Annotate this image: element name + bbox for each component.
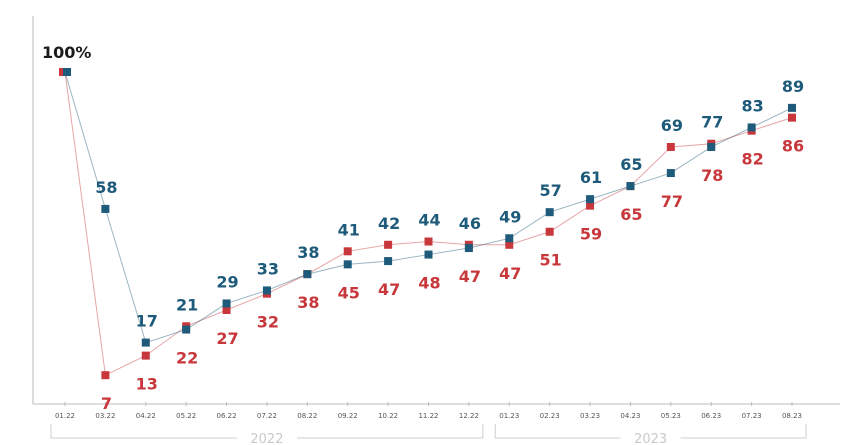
data-point-1-06.22 [222,305,231,314]
label-series0-05.23: 69 [661,116,683,135]
data-point-1-03.22 [101,371,110,380]
data-point-0-01.23 [505,234,514,243]
label-series1-07.23: 82 [741,150,763,169]
year-bracket-left [494,424,621,439]
data-point-1-10.22 [384,240,393,249]
year-bracket-left [50,424,237,439]
start-label: 100% [42,43,91,62]
data-point-0-03.23 [586,195,595,204]
data-point-1-05.23 [666,142,675,151]
data-point-1-02.23 [545,227,554,236]
data-point-0-05.22 [182,325,191,334]
axes [32,16,840,406]
label-series1-10.22: 47 [378,280,400,299]
label-series1-08.23: 86 [782,137,804,156]
year-brackets: 2022 2023 [50,424,807,445]
label-series0-02.23: 57 [540,181,562,200]
label-series1-09.22: 45 [338,283,360,302]
data-point-1-04.22 [141,351,150,360]
x-tick-label-02.23: 02.23 [540,412,560,420]
data-point-0-03.22 [101,204,110,213]
x-tick-label-11.22: 11.22 [418,412,438,420]
data-point-1-03.23 [586,201,595,210]
label-series1-05.22: 22 [176,349,198,368]
label-series0-03.23: 61 [580,168,602,187]
x-tick-label-12.22: 12.22 [459,412,479,420]
x-tick-label-08.23: 08.23 [782,412,802,420]
label-series1-06.22: 27 [216,329,238,348]
label-series1-07.22: 32 [257,313,279,332]
label-series1-12.22: 47 [459,267,481,286]
data-point-0-04.23 [626,182,635,191]
label-series0-12.22: 46 [459,214,481,233]
x-tick-label-01.23: 01.23 [499,412,519,420]
data-point-1-11.22 [424,237,433,246]
label-series1-02.23: 51 [540,251,562,270]
x-tick-label-04.22: 04.22 [136,412,156,420]
label-series0-08.23: 89 [782,77,804,96]
data-point-0-11.22 [424,250,433,259]
x-tick-label-03.23: 03.23 [580,412,600,420]
year-label-2023: 2023 [634,432,667,445]
label-series1-04.23: 65 [620,205,642,224]
x-tick-label-08.22: 08.22 [297,412,317,420]
x-tick-label-10.22: 10.22 [378,412,398,420]
label-series0-04.22: 17 [136,312,158,331]
x-tick-label-06.22: 06.22 [217,412,237,420]
label-series0-05.22: 21 [176,295,198,314]
data-point-0-05.23 [666,169,675,178]
data-point-0-08.22 [303,270,312,279]
year-label-2022: 2022 [250,432,283,445]
x-tick-label-07.23: 07.23 [742,412,762,420]
data-labels: 100% 58 7 17 13 21 22 29 27 33 32 38 38 41 45 42 47 44 48 4… [42,43,804,413]
label-series0-06.22: 29 [216,272,238,291]
x-tick-labels: 01.22 03.22 04.22 05.22 06.22 07.22 08.22 09.22… [55,412,802,420]
label-series0-07.23: 83 [741,96,763,115]
label-series0-08.22: 38 [297,243,319,262]
data-points [59,68,796,380]
label-series1-03.22: 7 [101,394,112,413]
x-tick-label-01.22: 01.22 [55,412,75,420]
label-series0-09.22: 41 [338,220,360,239]
data-point-0-12.22 [464,244,473,253]
label-series0-03.22: 58 [95,178,117,197]
data-point-1-09.22 [343,247,352,256]
label-series1-01.23: 47 [499,264,521,283]
data-point-1-01.23 [505,240,514,249]
data-point-0-08.23 [788,103,796,112]
data-point-0-02.23 [545,208,554,217]
label-series0-10.22: 42 [378,214,400,233]
x-tick-label-09.22: 09.22 [338,412,358,420]
x-tick-label-05.23: 05.23 [661,412,681,420]
data-point-0-04.22 [141,338,150,347]
data-point-0-07.22 [262,286,271,295]
x-tick-label-05.22: 05.22 [176,412,196,420]
x-tick-label-06.23: 06.23 [701,412,721,420]
x-tick-label-03.22: 03.22 [95,412,115,420]
year-bracket-right [680,424,807,439]
label-series0-01.23: 49 [499,207,521,226]
label-series1-04.22: 13 [136,375,158,394]
label-series1-11.22: 48 [418,274,440,293]
year-bracket-right [296,424,484,439]
data-point-0-06.22 [222,299,231,308]
data-point-0-10.22 [384,257,393,266]
label-series0-11.22: 44 [418,211,440,230]
label-series0-07.22: 33 [257,259,279,278]
label-series0-04.23: 65 [620,155,642,174]
data-point-0-07.23 [747,123,756,132]
label-series1-08.22: 38 [297,293,319,312]
label-series1-06.23: 78 [701,166,723,185]
data-point-0-01.22 [63,68,71,76]
data-point-0-06.23 [707,142,716,151]
data-point-1-08.23 [788,113,796,122]
label-series0-06.23: 77 [701,113,723,132]
label-series1-03.23: 59 [580,225,602,244]
label-series1-05.23: 77 [661,192,683,211]
x-tick-label-04.23: 04.23 [620,412,640,420]
data-point-0-09.22 [343,260,352,269]
x-tick-label-07.22: 07.22 [257,412,277,420]
